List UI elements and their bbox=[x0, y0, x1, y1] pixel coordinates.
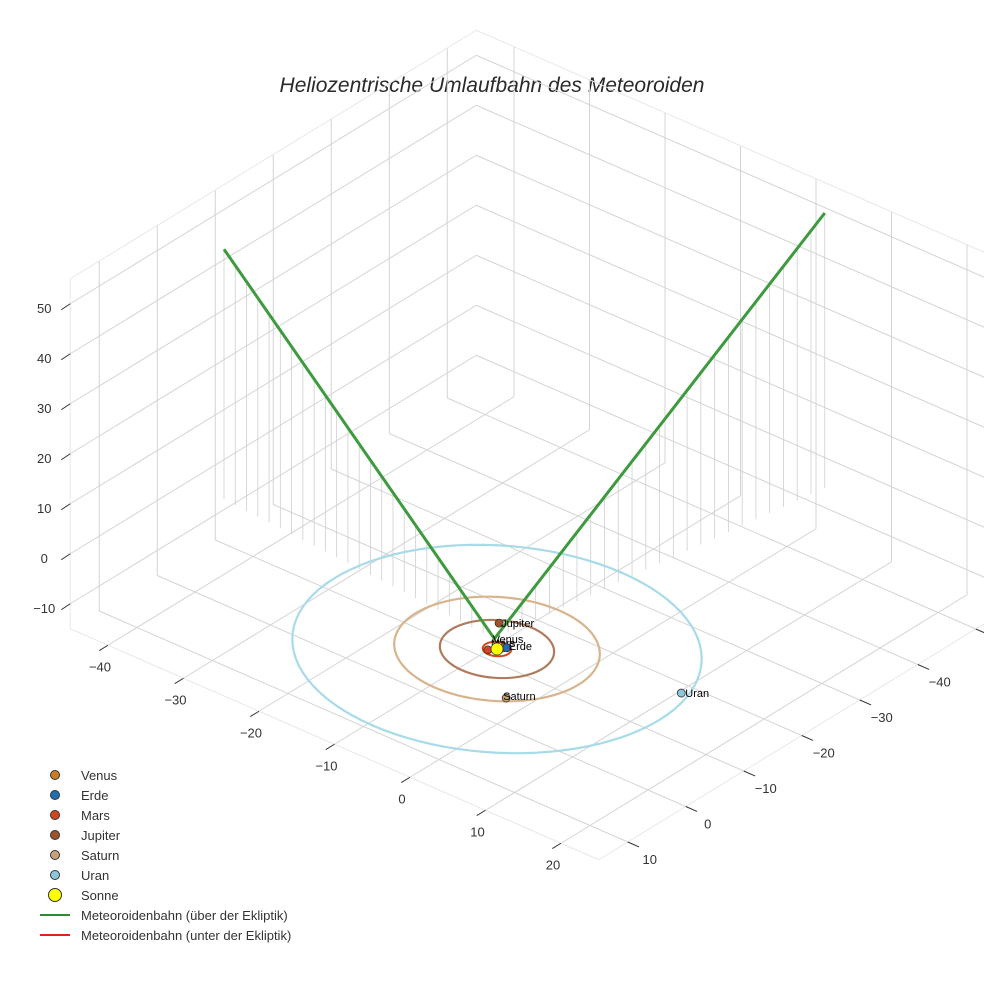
z-tick-label: 40 bbox=[37, 351, 51, 366]
legend-item-jupiter[interactable]: Jupiter bbox=[38, 825, 291, 845]
y-tick-label: −10 bbox=[755, 781, 777, 796]
y-tick-label: 0 bbox=[704, 817, 711, 832]
jupiter-marker-icon bbox=[50, 830, 60, 840]
y-tick-label: −40 bbox=[929, 675, 951, 690]
y-tick-label: 10 bbox=[643, 852, 657, 867]
y-tick-label: −20 bbox=[813, 746, 835, 761]
z-tick-label: −10 bbox=[33, 601, 55, 616]
legend: Venus Erde Mars Jupiter Saturn Uran Sonn… bbox=[38, 765, 291, 945]
sun-marker[interactable] bbox=[490, 642, 504, 656]
legend-item-mars[interactable]: Mars bbox=[38, 805, 291, 825]
saturn-marker-label: Saturn bbox=[503, 691, 535, 703]
green-line-icon bbox=[40, 914, 70, 916]
drop-lines bbox=[223, 213, 826, 633]
z-tick-label: 50 bbox=[37, 301, 51, 316]
x-tick-label: −10 bbox=[315, 758, 337, 773]
x-tick-label: −40 bbox=[89, 659, 111, 674]
planet-markers: MarsVenusErdeJupiterSaturnUran bbox=[483, 618, 709, 703]
erde-marker-label: Erde bbox=[509, 641, 532, 653]
meteoroid-trajectory bbox=[222, 212, 826, 642]
legend-item-trajectory-below[interactable]: Meteoroidenbahn (unter der Ekliptik) bbox=[38, 925, 291, 945]
sun-marker-icon bbox=[48, 888, 62, 902]
x-tick-label: 20 bbox=[546, 857, 560, 872]
x-tick-label: 0 bbox=[398, 791, 405, 806]
uran-marker-label: Uran bbox=[685, 688, 709, 700]
saturn-marker[interactable] bbox=[501, 693, 511, 703]
y-tick-label: −30 bbox=[871, 710, 893, 725]
z-tick-label: 0 bbox=[41, 551, 48, 566]
jupiter-marker-label: Jupiter bbox=[501, 618, 534, 630]
legend-item-trajectory-above[interactable]: Meteoroidenbahn (über der Ekliptik) bbox=[38, 905, 291, 925]
red-line-icon bbox=[40, 934, 70, 936]
x-tick-label: 10 bbox=[470, 824, 484, 839]
z-tick-label: 10 bbox=[37, 501, 51, 516]
legend-item-saturn[interactable]: Saturn bbox=[38, 845, 291, 865]
axis-ticks: −40−30−20−1001020−50−40−30−20−1001050403… bbox=[33, 301, 984, 872]
venus-marker-icon bbox=[50, 770, 60, 780]
legend-item-uran[interactable]: Uran bbox=[38, 865, 291, 885]
z-tick-label: 30 bbox=[37, 401, 51, 416]
mars-marker-icon bbox=[50, 810, 60, 820]
x-tick-label: −30 bbox=[164, 692, 186, 707]
chart-title: Heliozentrische Umlaufbahn des Meteoroid… bbox=[279, 74, 705, 97]
legend-item-venus[interactable]: Venus bbox=[38, 765, 291, 785]
jupiter-marker[interactable] bbox=[494, 618, 504, 628]
grid-lines bbox=[69, 29, 984, 861]
trajectory-line[interactable] bbox=[222, 212, 826, 642]
saturn-marker-icon bbox=[50, 850, 60, 860]
uran-marker-icon bbox=[50, 870, 60, 880]
uran-marker[interactable] bbox=[676, 688, 686, 698]
legend-item-erde[interactable]: Erde bbox=[38, 785, 291, 805]
x-tick-label: −20 bbox=[240, 725, 262, 740]
legend-item-sonne[interactable]: Sonne bbox=[38, 885, 291, 905]
venus-marker-label: Venus bbox=[493, 634, 524, 646]
erde-marker-icon bbox=[50, 790, 60, 800]
z-tick-label: 20 bbox=[37, 451, 51, 466]
